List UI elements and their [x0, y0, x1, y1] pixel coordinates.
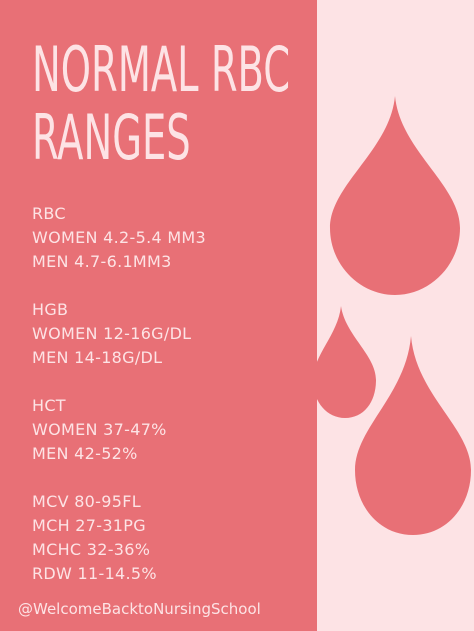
hgb-men: MEN 14-18G/DL [32, 348, 163, 367]
footer-handle: @WelcomeBacktoNursingSchool [18, 600, 261, 618]
hgb-group: HGB WOMEN 12-16G/DL MEN 14-18G/DL [32, 298, 206, 370]
left-panel [0, 0, 317, 631]
rbc-group: RBC WOMEN 4.2-5.4 MM3 MEN 4.7-6.1MM3 [32, 202, 206, 274]
rbc-heading: RBC [32, 204, 66, 223]
title-line-2: RANGES [32, 101, 191, 174]
rdw-range: RDW 11-14.5% [32, 564, 157, 583]
rbc-men: MEN 4.7-6.1MM3 [32, 252, 172, 271]
mcv-range: MCV 80-95FL [32, 492, 141, 511]
indices-group: MCV 80-95FL MCH 27-31PG MCHC 32-36% RDW … [32, 490, 206, 586]
hgb-women: WOMEN 12-16G/DL [32, 324, 192, 343]
hct-heading: HCT [32, 396, 66, 415]
hct-women: WOMEN 37-47% [32, 420, 167, 439]
mch-range: MCH 27-31PG [32, 516, 146, 535]
right-panel [317, 0, 474, 631]
hct-men: MEN 42-52% [32, 444, 138, 463]
mchc-range: MCHC 32-36% [32, 540, 151, 559]
hgb-heading: HGB [32, 300, 69, 319]
rbc-women: WOMEN 4.2-5.4 MM3 [32, 228, 207, 247]
ranges-list: RBC WOMEN 4.2-5.4 MM3 MEN 4.7-6.1MM3 HGB… [32, 202, 206, 586]
title-line-1: NORMAL RBC [32, 33, 291, 106]
hct-group: HCT WOMEN 37-47% MEN 42-52% [32, 394, 206, 466]
poster-title: NORMAL RBC RANGES [32, 36, 290, 172]
